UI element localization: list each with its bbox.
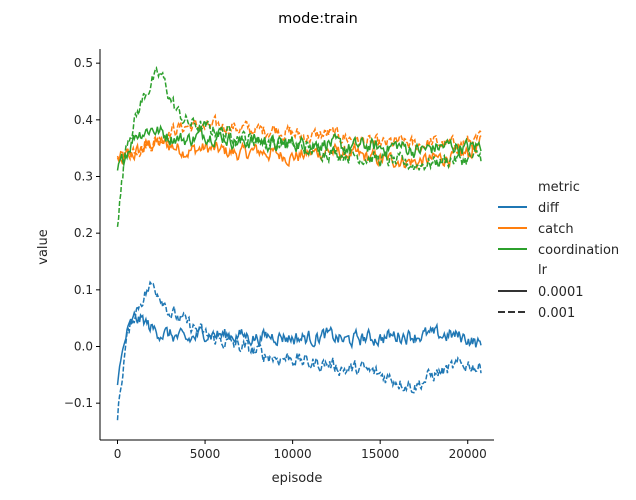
x-tick-label: 0 — [114, 447, 122, 461]
series-line-coordination-lr-0.001 — [116, 65, 482, 227]
y-tick-label: 0.3 — [74, 170, 93, 184]
legend-label-coordination: coordination — [538, 243, 619, 258]
y-tick-label: 0.0 — [74, 340, 93, 354]
y-ticks: −0.1 0.0 0.1 0.2 0.3 0.4 0.5 — [64, 56, 100, 410]
legend-label-lr-0.0001: 0.0001 — [538, 285, 584, 300]
y-axis-label: value — [36, 229, 51, 265]
legend-label-catch: catch — [538, 222, 574, 237]
x-tick-label: 15000 — [361, 447, 399, 461]
series-line-catch-lr-0.001 — [116, 113, 482, 165]
x-tick-label: 5000 — [190, 447, 221, 461]
series-line-diff-lr-0.001 — [116, 280, 482, 421]
x-axis-label: episode — [272, 471, 323, 486]
legend-label-lr-0.001: 0.001 — [538, 306, 575, 321]
x-tick-label: 20000 — [449, 447, 487, 461]
chart-title: mode:train — [278, 11, 358, 27]
x-tick-label: 10000 — [274, 447, 312, 461]
y-tick-label: −0.1 — [64, 396, 93, 410]
y-tick-label: 0.2 — [74, 226, 93, 240]
series-line-diff-lr-0.0001 — [116, 310, 482, 386]
y-tick-label: 0.5 — [74, 56, 93, 70]
series-line-catch-lr-0.0001 — [116, 135, 482, 171]
legend-label-diff: diff — [538, 201, 560, 216]
plot-area — [116, 65, 482, 421]
legend: metric diff catch coordination lr 0.0001… — [498, 180, 619, 321]
y-tick-label: 0.4 — [74, 113, 93, 127]
y-tick-label: 0.1 — [74, 283, 93, 297]
legend-title-metric: metric — [538, 180, 580, 195]
legend-title-lr: lr — [538, 263, 548, 278]
x-ticks: 0 5000 10000 15000 20000 — [114, 440, 487, 461]
